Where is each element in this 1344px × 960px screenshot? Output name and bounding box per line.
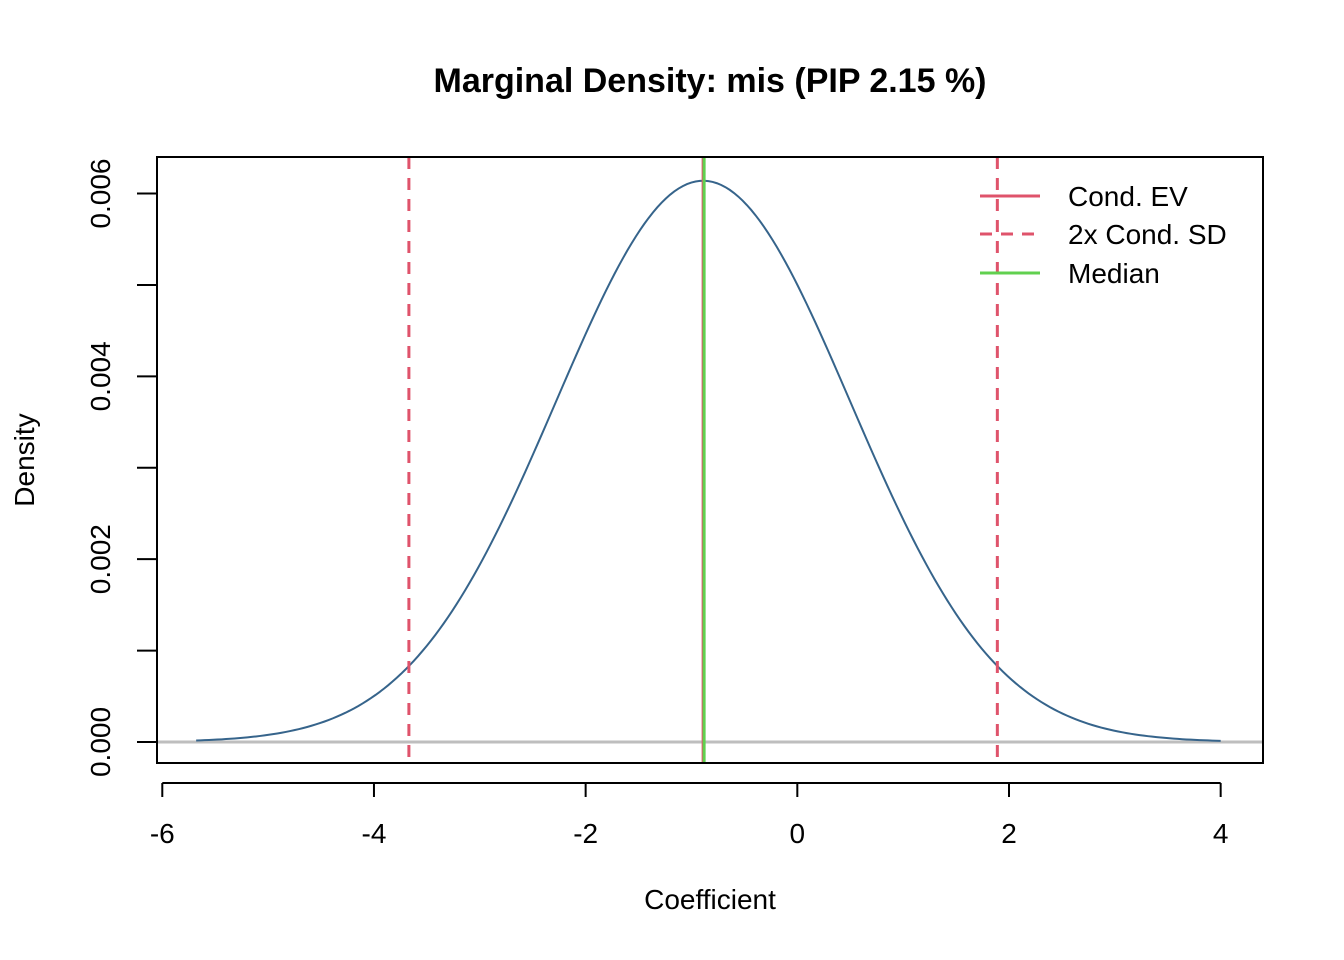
legend: Cond. EV 2x Cond. SD Median bbox=[980, 181, 1227, 289]
x-axis: -6 -4 -2 0 2 4 bbox=[150, 782, 1229, 849]
legend-label: 2x Cond. SD bbox=[1068, 219, 1227, 250]
x-tick-label: 2 bbox=[1001, 818, 1017, 849]
x-tick-label: -2 bbox=[573, 818, 598, 849]
y-tick-label: 0.006 bbox=[85, 159, 116, 229]
density-curve bbox=[196, 179, 1221, 742]
y-tick-label: 0.000 bbox=[85, 707, 116, 777]
x-tick-label: 0 bbox=[790, 818, 806, 849]
x-tick-label: -6 bbox=[150, 818, 175, 849]
y-tick-label: 0.004 bbox=[85, 341, 116, 411]
chart-title: Marginal Density: mis (PIP 2.15 %) bbox=[434, 62, 987, 100]
x-axis-label: Coefficient bbox=[644, 884, 776, 915]
y-tick-label: 0.002 bbox=[85, 524, 116, 594]
legend-label: Median bbox=[1068, 258, 1160, 289]
x-tick-label: -4 bbox=[362, 818, 387, 849]
y-axis-label: Density bbox=[9, 413, 40, 506]
plot-area bbox=[157, 157, 1263, 763]
x-tick-label: 4 bbox=[1213, 818, 1229, 849]
y-axis: 0.000 0.002 0.004 0.006 bbox=[85, 159, 158, 777]
legend-label: Cond. EV bbox=[1068, 181, 1188, 212]
